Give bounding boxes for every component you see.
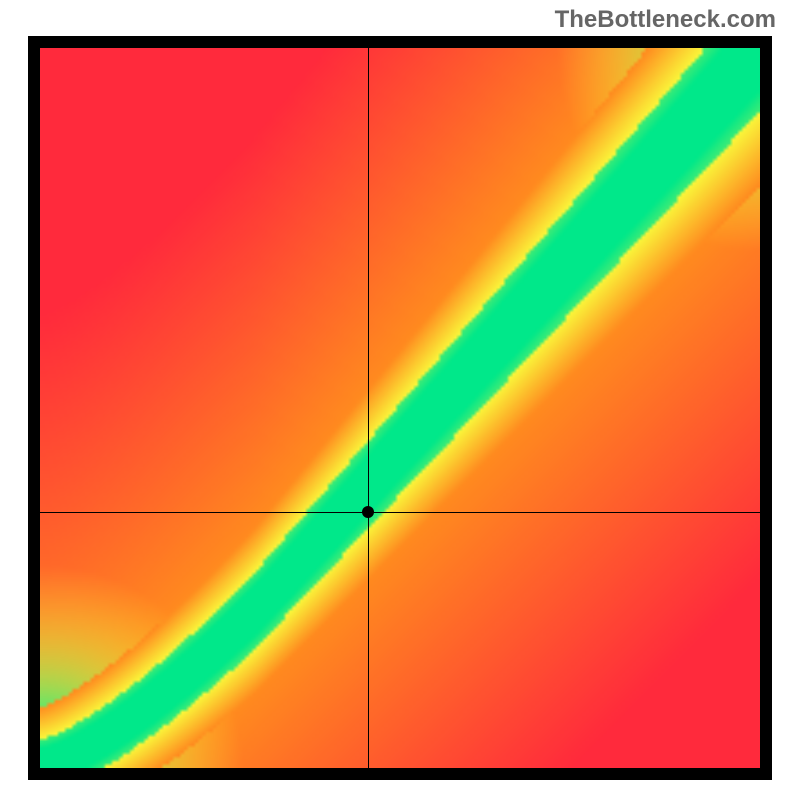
data-point-marker — [362, 506, 374, 518]
watermark-text: TheBottleneck.com — [555, 6, 776, 34]
heatmap-canvas — [40, 48, 760, 768]
crosshair-vertical — [368, 48, 369, 768]
crosshair-horizontal — [40, 512, 760, 513]
